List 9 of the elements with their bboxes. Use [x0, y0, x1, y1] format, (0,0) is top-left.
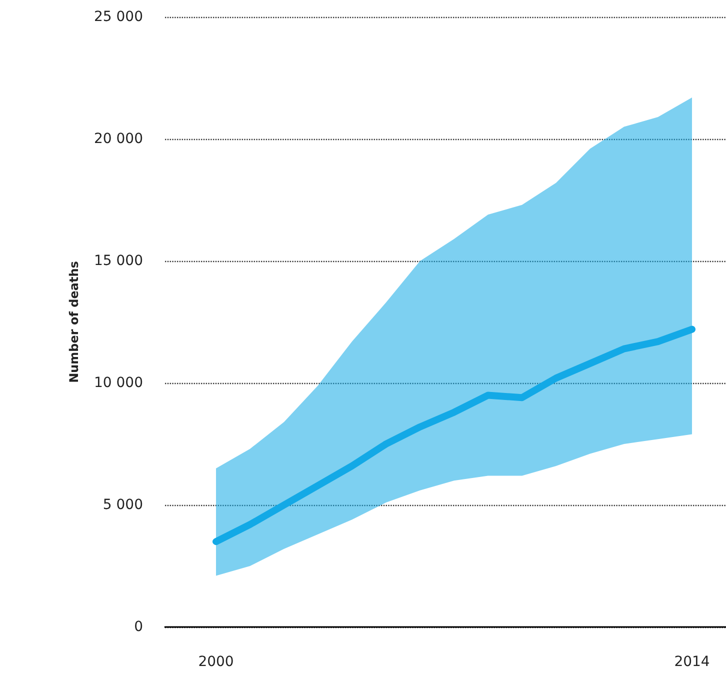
x-tick-label: 2000 — [198, 654, 234, 670]
y-tick-label: 15 000 — [94, 253, 143, 269]
y-tick-label: 0 — [134, 619, 143, 635]
y-tick-label: 5 000 — [102, 497, 143, 513]
y-tick-label: 20 000 — [94, 131, 143, 147]
x-tick-label: 2014 — [674, 654, 710, 670]
y-tick-label: 10 000 — [94, 375, 143, 391]
y-axis-title: Number of deaths — [67, 261, 81, 383]
y-tick-label: 25 000 — [94, 9, 143, 25]
